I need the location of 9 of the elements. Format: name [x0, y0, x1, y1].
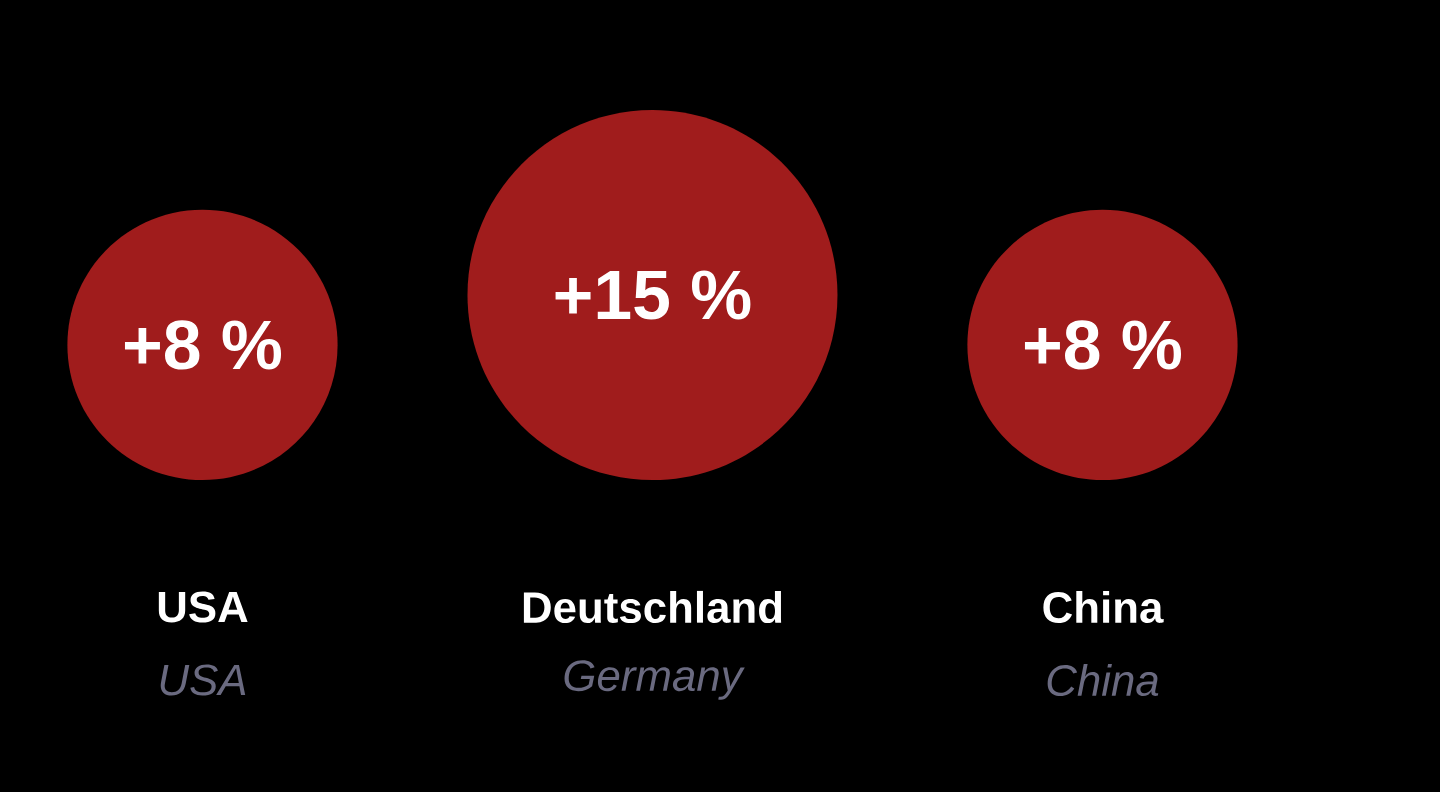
- text: China: [1047, 663, 1159, 697]
- category-label: Deutschland: [523, 590, 782, 624]
- text: Germany: [564, 660, 745, 700]
- data-label: +8 %: [124, 320, 282, 370]
- data-label: +8 %: [1024, 320, 1182, 370]
- category-label: China: [1043, 590, 1164, 624]
- category-label: USA: [158, 591, 248, 623]
- data-label: +15 %: [555, 270, 751, 320]
- text: USA: [160, 664, 246, 696]
